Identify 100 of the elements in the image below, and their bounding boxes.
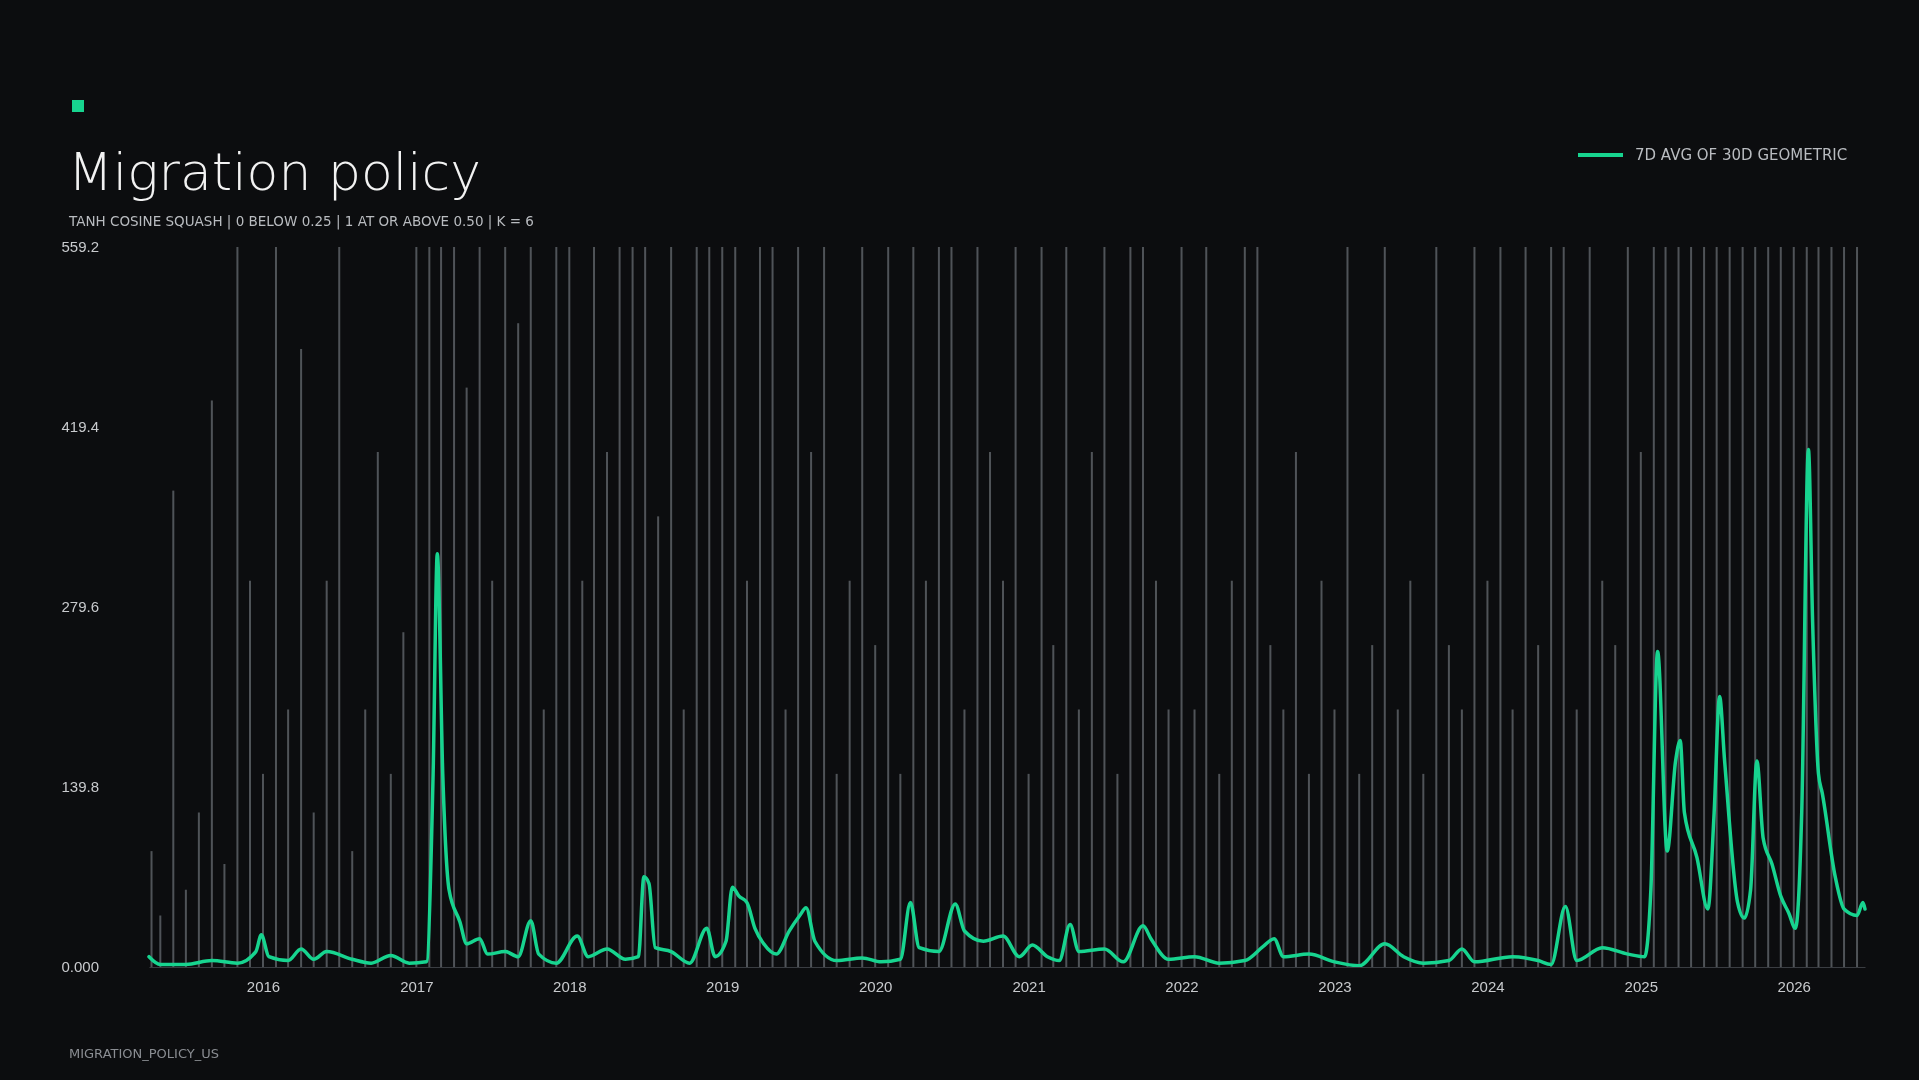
bar (364, 709, 367, 967)
bar (465, 387, 468, 967)
y-tick-label: 419.4 (61, 418, 99, 436)
bar (1473, 247, 1476, 967)
bar (1230, 580, 1233, 967)
bar (1371, 645, 1374, 967)
bar (1333, 709, 1336, 967)
bar (1002, 580, 1005, 967)
bar (989, 451, 992, 967)
bar (1690, 247, 1693, 967)
x-tick-label: 2017 (400, 977, 434, 995)
bar (159, 915, 162, 967)
bar (1614, 645, 1617, 967)
bar (835, 773, 838, 967)
bar (899, 773, 902, 967)
bar (1524, 247, 1527, 967)
bar (1180, 247, 1183, 967)
bar (771, 247, 774, 967)
bar (887, 247, 890, 967)
bar (1817, 247, 1820, 967)
bar (848, 580, 851, 967)
chart-subtitle: TANH COSINE SQUASH | 0 BELOW 0.25 | 1 AT OR ABOVE 0.50 | K = 6 (68, 213, 534, 230)
bar (682, 709, 685, 967)
bar (1346, 247, 1349, 967)
bar (1256, 247, 1259, 967)
x-tick-label: 2021 (1012, 977, 1046, 995)
text: MIGRATION_POLICY_US (69, 1046, 219, 1061)
bar (745, 580, 748, 967)
y-tick-label: 559.2 (61, 238, 99, 256)
bar (1728, 247, 1731, 967)
bar (593, 247, 596, 967)
bar (1218, 773, 1221, 967)
bar (1320, 580, 1323, 967)
bar (325, 580, 328, 967)
bar (1511, 709, 1514, 967)
bar (1460, 709, 1463, 967)
bar (1294, 451, 1297, 967)
x-tick-label: 2025 (1624, 977, 1658, 995)
bar (1027, 773, 1030, 967)
bar (1639, 451, 1642, 967)
bar (861, 247, 864, 967)
bar (1269, 645, 1272, 967)
bar (1664, 247, 1667, 967)
bar (1052, 645, 1055, 967)
y-tick-label: 279.6 (61, 598, 99, 616)
x-tick-label: 2020 (859, 977, 893, 995)
bar (1129, 247, 1132, 967)
bar (1282, 709, 1285, 967)
bar (1550, 247, 1553, 967)
bar (197, 812, 200, 967)
bar (312, 812, 315, 967)
bar (1358, 773, 1361, 967)
x-tick-label: 2023 (1318, 977, 1352, 995)
bar (1779, 247, 1782, 967)
bar (172, 490, 175, 967)
bar (150, 851, 153, 967)
bar (1422, 773, 1425, 967)
bar (1116, 773, 1119, 967)
bar (657, 516, 660, 967)
bar (568, 247, 571, 967)
bar (248, 580, 251, 967)
bar (1703, 247, 1706, 967)
bar (1626, 247, 1629, 967)
bar (478, 247, 481, 967)
bar (734, 247, 737, 967)
bar (1141, 247, 1144, 967)
bar (721, 247, 724, 967)
legend-label: 7D AVG OF 30D GEOMETRIC (1635, 146, 1848, 164)
bar (1193, 709, 1196, 967)
bar (261, 773, 264, 967)
bar (542, 709, 545, 967)
bar (504, 247, 507, 967)
bar (274, 247, 277, 967)
bar (1741, 247, 1744, 967)
bar (810, 451, 813, 967)
bar (1243, 247, 1246, 967)
bar (1435, 247, 1438, 967)
bar (784, 709, 787, 967)
bar (1677, 247, 1680, 967)
bar (937, 247, 940, 967)
line-series (147, 447, 1867, 968)
bar (223, 864, 226, 967)
bar (695, 247, 698, 967)
bar (1383, 247, 1386, 967)
bar (529, 247, 532, 967)
bar (1499, 247, 1502, 967)
bar (912, 247, 915, 967)
bar (1040, 247, 1043, 967)
bar (976, 247, 979, 967)
bar (555, 247, 558, 967)
bar (606, 451, 609, 967)
bar (1767, 247, 1770, 967)
bar (517, 323, 520, 967)
bar (1396, 709, 1399, 967)
bar (1792, 247, 1795, 967)
bar (184, 889, 187, 967)
x-tick-label: 2026 (1777, 977, 1811, 995)
bar (1830, 247, 1833, 967)
x-tick-label: 2018 (553, 977, 587, 995)
bar (644, 247, 647, 967)
